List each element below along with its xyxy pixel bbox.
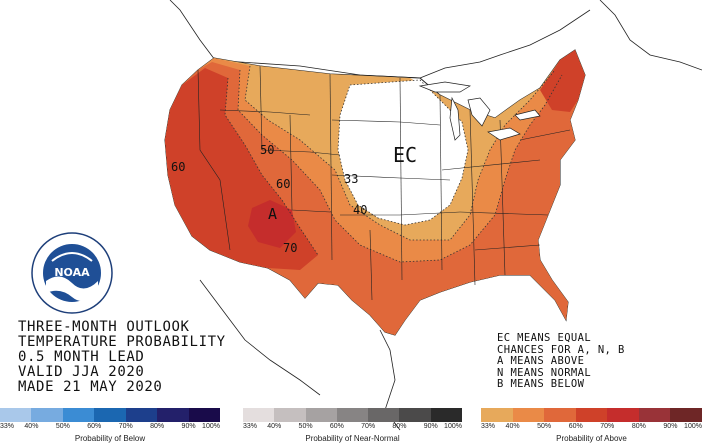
- equal-chances-region: [338, 80, 468, 225]
- colorbar-tick-label: 40%: [505, 423, 520, 430]
- noaa-logo: NOAA: [31, 232, 113, 314]
- key-line: A MEANS ABOVE: [497, 355, 585, 367]
- colorbar-tick-label: 70%: [600, 423, 615, 430]
- colorbar-caption: Probability of Near-Normal: [305, 434, 400, 443]
- key-line: EC MEANS EQUAL: [497, 332, 592, 344]
- colorbar-swatch: [0, 408, 32, 422]
- title-line: MADE 21 MAY 2020: [18, 379, 163, 395]
- key-line: CHANCES FOR A, N, B: [497, 343, 625, 356]
- colorbar-tick-label: 70%: [361, 423, 376, 430]
- colorbar-cells: [243, 408, 462, 422]
- title-line: 0.5 MONTH LEAD: [18, 349, 145, 365]
- above-probability-colorbar: 33% 40% 50% 60% 70% 80% 90% 100% Probability of …: [481, 408, 702, 445]
- colorbar-tick-label: 100%: [444, 423, 462, 430]
- colorbar-swatch: [399, 408, 431, 422]
- colorbar-swatch: [157, 408, 189, 422]
- colorbar-cells: [481, 408, 702, 422]
- key-line: N MEANS NORMAL: [497, 366, 592, 379]
- colorbar-tick-label: 90%: [663, 423, 678, 430]
- colorbar-swatch: [62, 408, 95, 422]
- key-line: B MEANS BELOW: [497, 378, 585, 390]
- colorbar-tick-label: 90%: [181, 423, 196, 430]
- colorbar-tick-label: 80%: [631, 423, 646, 430]
- state-borders: [197, 65, 571, 301]
- colorbar-swatch: [243, 408, 275, 422]
- contour-label: 33: [344, 172, 358, 186]
- colorbar-swatch: [31, 408, 63, 422]
- contour-label: 50: [260, 143, 274, 157]
- colorbar-tick-label: 33%: [480, 423, 496, 430]
- colorbar-tick-label: 100%: [202, 423, 220, 430]
- equal-chances-label: EC: [393, 143, 417, 167]
- contour-lines: [224, 65, 563, 263]
- colorbar-tick-label: 50%: [55, 423, 70, 430]
- contour-label: 40: [353, 203, 367, 217]
- title-line: VALID JJA 2020: [18, 364, 145, 380]
- near-normal-probability-colorbar: 33% 40% 50% 60% 70% 80% 90% 100% Probability of …: [243, 408, 462, 445]
- colorbar-tick-label: 80%: [150, 423, 165, 430]
- colorbar-swatch: [94, 408, 126, 422]
- colorbar-tick-label: 33%: [0, 423, 15, 430]
- colorbar-tick-label: 60%: [568, 423, 583, 430]
- colorbar-tick-label: 50%: [298, 423, 313, 430]
- colorbar-swatch: [638, 408, 671, 422]
- colorbar-swatch: [512, 408, 545, 422]
- colorbar-tick-label: 50%: [537, 423, 552, 430]
- colorbar-caption: Probability of Below: [74, 434, 146, 443]
- noaa-wordmark: NOAA: [54, 266, 90, 279]
- colorbar-tick-label: 60%: [329, 423, 344, 430]
- probability-shading: [165, 50, 585, 335]
- colorbar-caption: Probability of Above: [556, 434, 627, 443]
- colorbar-tick-label: 100%: [684, 423, 702, 430]
- contour-label: 60: [276, 177, 290, 191]
- colorbar-cells: [0, 408, 220, 422]
- above-70-region: [248, 200, 296, 248]
- colorbar-tick-label: 70%: [118, 423, 133, 430]
- colorbar-tick-label: 40%: [24, 423, 39, 430]
- colorbar-ticks: 33% 40% 50% 60% 70% 80% 90% 100%: [0, 423, 220, 433]
- outlook-title-block: THREE-MONTH OUTLOOK TEMPERATURE PROBABILI…: [18, 320, 226, 395]
- colorbar-swatch: [544, 408, 576, 422]
- colorbar-swatch: [368, 408, 400, 422]
- colorbar-tick-label: 80%: [392, 423, 407, 430]
- colorbar-tick-label: 33%: [242, 423, 258, 430]
- above-60-northeast: [540, 50, 585, 112]
- title-line: THREE-MONTH OUTLOOK: [18, 319, 190, 335]
- colorbar-swatch: [305, 408, 337, 422]
- colorbar-swatch: [430, 408, 462, 422]
- contour-label: 70: [283, 241, 297, 255]
- colorbar-tick-label: 60%: [87, 423, 102, 430]
- colorbar-swatch: [607, 408, 639, 422]
- colorbar-swatch: [575, 408, 608, 422]
- colorbar-swatch: [670, 408, 702, 422]
- colorbar-tick-label: 40%: [267, 423, 282, 430]
- below-probability-colorbar: 33% 40% 50% 60% 70% 80% 90% 100% Probability of …: [0, 408, 220, 445]
- colorbar-tick-label: 90%: [423, 423, 438, 430]
- colorbar-ticks: 33% 40% 50% 60% 70% 80% 90% 100%: [243, 423, 462, 433]
- above-center-label: A: [268, 205, 277, 223]
- colorbar-swatch: [125, 408, 158, 422]
- great-lakes: [418, 81, 541, 141]
- colorbar-swatch: [481, 408, 513, 422]
- colorbar-ticks: 33% 40% 50% 60% 70% 80% 90% 100%: [481, 423, 702, 433]
- colorbar-swatch: [336, 408, 369, 422]
- contour-label: 60: [171, 160, 185, 174]
- colorbar-swatch: [188, 408, 220, 422]
- title-line: TEMPERATURE PROBABILITY: [18, 334, 226, 350]
- colorbar-swatch: [274, 408, 306, 422]
